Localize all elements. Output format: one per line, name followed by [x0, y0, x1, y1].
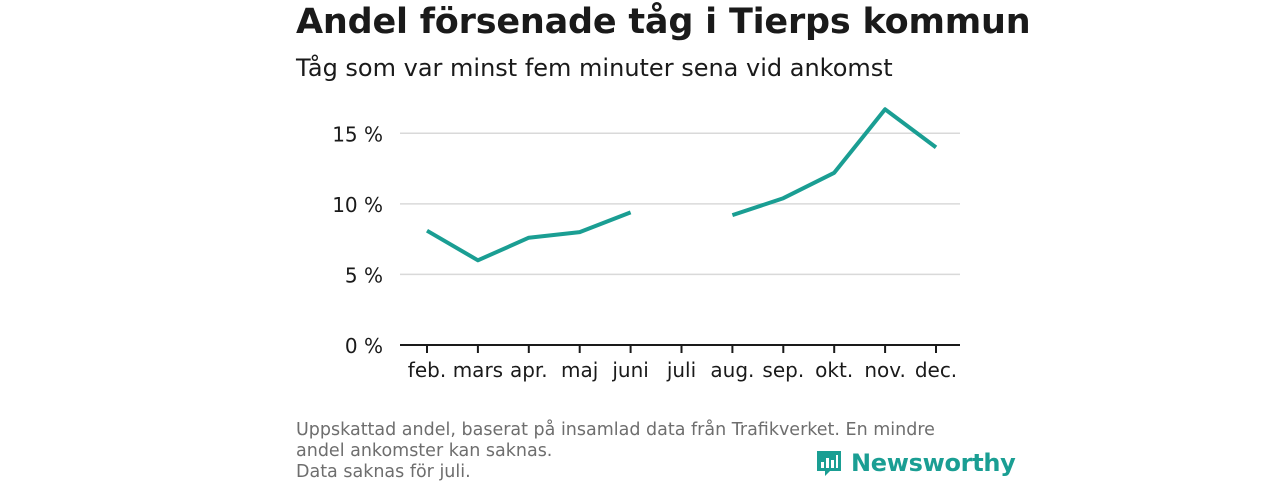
- x-tick-label: feb.: [408, 358, 446, 382]
- newsworthy-logo: Newsworthy: [815, 447, 1016, 479]
- footnote: Uppskattad andel, baserat på insamlad da…: [296, 420, 986, 483]
- footnote-missing-data: Data saknas för juli.: [296, 462, 471, 482]
- chart-subtitle: Tåg som var minst fem minuter sena vid a…: [296, 54, 893, 82]
- logo-text: Newsworthy: [851, 449, 1016, 477]
- y-tick-label: 0 %: [345, 334, 383, 358]
- x-tick-label: okt.: [815, 358, 853, 382]
- line-chart: 0 % 5 % 10 % 15 % feb. mars apr. maj juni juli aug…: [332, 107, 960, 382]
- x-tick-label: dec.: [915, 358, 957, 382]
- x-tick-label: juli: [666, 358, 696, 382]
- x-tick-label: aug.: [710, 358, 754, 382]
- x-tick-label: apr.: [510, 358, 548, 382]
- x-tick-label: sep.: [762, 358, 804, 382]
- y-tick-label: 5 %: [345, 263, 383, 287]
- y-tick-label: 15 %: [332, 122, 383, 146]
- x-tick-label: nov.: [864, 358, 906, 382]
- x-tick-label: maj: [561, 358, 598, 382]
- y-tick-label: 10 %: [332, 193, 383, 217]
- series-line: [425, 210, 632, 263]
- x-tick-label: juni: [611, 358, 648, 382]
- footnote-source: Uppskattad andel, baserat på insamlad da…: [296, 420, 935, 461]
- x-tick-label: mars: [453, 358, 503, 382]
- series-line: [731, 107, 938, 218]
- chart-title: Andel försenade tåg i Tierps kommun: [296, 2, 1031, 42]
- newsworthy-logo-icon: [817, 451, 841, 476]
